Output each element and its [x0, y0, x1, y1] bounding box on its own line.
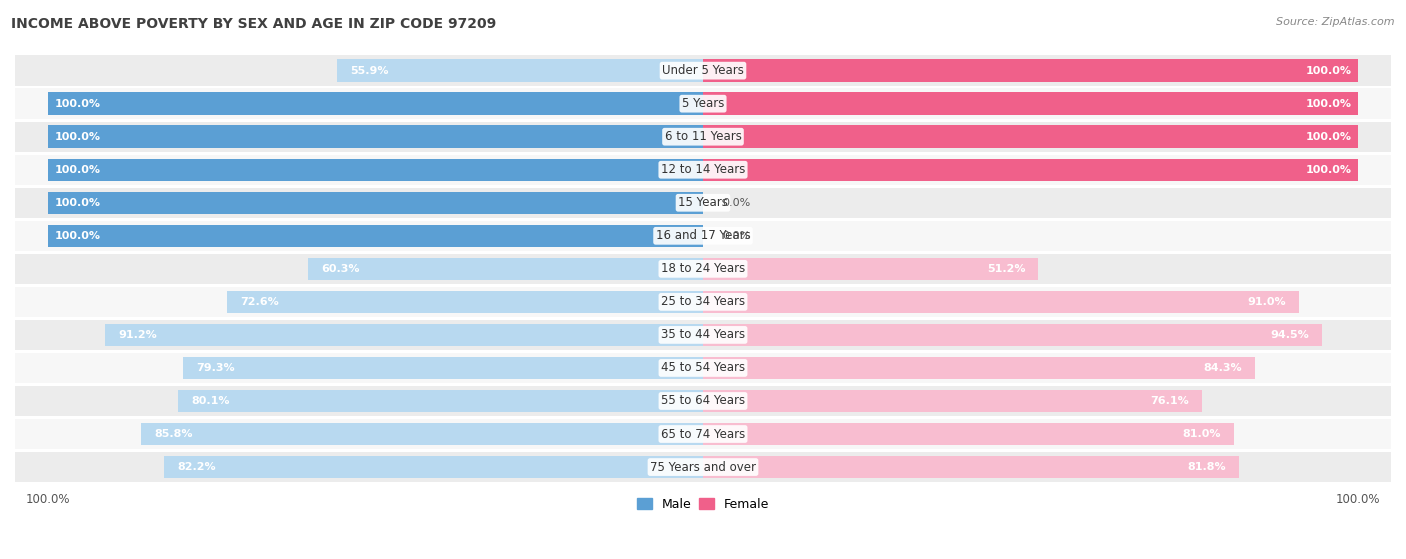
- Bar: [15, 353, 1391, 383]
- Bar: [48, 92, 703, 115]
- Text: 6 to 11 Years: 6 to 11 Years: [665, 130, 741, 143]
- Text: 60.3%: 60.3%: [321, 264, 360, 274]
- Text: 100.0%: 100.0%: [55, 99, 100, 108]
- Bar: [48, 159, 703, 181]
- Text: 18 to 24 Years: 18 to 24 Years: [661, 262, 745, 276]
- Text: 65 to 74 Years: 65 to 74 Years: [661, 428, 745, 440]
- Bar: [15, 221, 1391, 251]
- Text: Under 5 Years: Under 5 Years: [662, 64, 744, 77]
- Bar: [336, 59, 703, 82]
- Bar: [183, 357, 703, 379]
- Bar: [703, 324, 1322, 346]
- Text: 81.8%: 81.8%: [1187, 462, 1226, 472]
- Bar: [703, 59, 1358, 82]
- Bar: [703, 357, 1256, 379]
- Text: 85.8%: 85.8%: [153, 429, 193, 439]
- Text: Source: ZipAtlas.com: Source: ZipAtlas.com: [1277, 17, 1395, 27]
- Text: 55.9%: 55.9%: [350, 65, 388, 75]
- Bar: [48, 192, 703, 214]
- Text: 25 to 34 Years: 25 to 34 Years: [661, 295, 745, 309]
- Text: 81.0%: 81.0%: [1182, 429, 1220, 439]
- Text: 82.2%: 82.2%: [177, 462, 217, 472]
- Bar: [15, 320, 1391, 350]
- Bar: [308, 258, 703, 280]
- Text: 100.0%: 100.0%: [1306, 99, 1351, 108]
- Text: 100.0%: 100.0%: [55, 198, 100, 208]
- Text: 100.0%: 100.0%: [1336, 494, 1381, 506]
- Text: 100.0%: 100.0%: [55, 165, 100, 175]
- Bar: [703, 456, 1239, 479]
- Text: 51.2%: 51.2%: [987, 264, 1025, 274]
- Text: 100.0%: 100.0%: [1306, 165, 1351, 175]
- Text: 100.0%: 100.0%: [1306, 65, 1351, 75]
- Bar: [105, 324, 703, 346]
- Bar: [15, 419, 1391, 449]
- Bar: [15, 154, 1391, 185]
- Text: 35 to 44 Years: 35 to 44 Years: [661, 328, 745, 342]
- Text: 0.0%: 0.0%: [723, 198, 751, 208]
- Bar: [165, 456, 703, 479]
- Text: 94.5%: 94.5%: [1271, 330, 1309, 340]
- Text: 72.6%: 72.6%: [240, 297, 280, 307]
- Text: 5 Years: 5 Years: [682, 97, 724, 110]
- Bar: [15, 55, 1391, 86]
- Text: 76.1%: 76.1%: [1150, 396, 1188, 406]
- Bar: [703, 258, 1039, 280]
- Bar: [141, 423, 703, 445]
- Bar: [15, 452, 1391, 482]
- Bar: [15, 188, 1391, 218]
- Bar: [48, 225, 703, 247]
- Bar: [48, 125, 703, 148]
- Legend: Male, Female: Male, Female: [631, 493, 775, 516]
- Text: 12 to 14 Years: 12 to 14 Years: [661, 163, 745, 176]
- Bar: [228, 291, 703, 313]
- Text: 100.0%: 100.0%: [25, 494, 70, 506]
- Text: 100.0%: 100.0%: [55, 132, 100, 142]
- Text: 75 Years and over: 75 Years and over: [650, 461, 756, 473]
- Text: 100.0%: 100.0%: [55, 231, 100, 241]
- Bar: [703, 291, 1299, 313]
- Text: 79.3%: 79.3%: [197, 363, 235, 373]
- Text: 91.2%: 91.2%: [118, 330, 157, 340]
- Bar: [15, 121, 1391, 152]
- Bar: [179, 390, 703, 412]
- Text: 15 Years: 15 Years: [678, 196, 728, 209]
- Bar: [703, 390, 1202, 412]
- Bar: [703, 125, 1358, 148]
- Text: 91.0%: 91.0%: [1247, 297, 1286, 307]
- Text: INCOME ABOVE POVERTY BY SEX AND AGE IN ZIP CODE 97209: INCOME ABOVE POVERTY BY SEX AND AGE IN Z…: [11, 17, 496, 31]
- Text: 0.0%: 0.0%: [723, 231, 751, 241]
- Text: 45 to 54 Years: 45 to 54 Years: [661, 362, 745, 375]
- Bar: [15, 254, 1391, 284]
- Text: 16 and 17 Years: 16 and 17 Years: [655, 229, 751, 242]
- Bar: [15, 88, 1391, 119]
- Bar: [703, 159, 1358, 181]
- Text: 84.3%: 84.3%: [1204, 363, 1243, 373]
- Bar: [703, 92, 1358, 115]
- Text: 100.0%: 100.0%: [1306, 132, 1351, 142]
- Bar: [703, 423, 1233, 445]
- Bar: [15, 386, 1391, 416]
- Text: 80.1%: 80.1%: [191, 396, 229, 406]
- Text: 55 to 64 Years: 55 to 64 Years: [661, 395, 745, 408]
- Bar: [15, 287, 1391, 317]
